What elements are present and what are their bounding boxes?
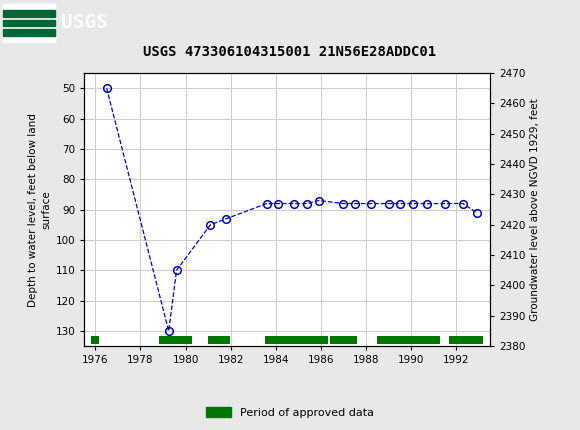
Bar <box>208 336 230 344</box>
Text: USGS 473306104315001 21N56E28ADDC01: USGS 473306104315001 21N56E28ADDC01 <box>143 45 437 59</box>
Y-axis label: Depth to water level, feet below land
surface: Depth to water level, feet below land su… <box>28 113 51 307</box>
Legend: Period of approved data: Period of approved data <box>202 403 378 422</box>
Bar <box>264 336 328 344</box>
Y-axis label: Groundwater level above NGVD 1929, feet: Groundwater level above NGVD 1929, feet <box>530 98 539 321</box>
Bar <box>378 336 440 344</box>
Text: USGS: USGS <box>61 13 108 32</box>
Bar <box>3 10 55 17</box>
Bar <box>158 336 193 344</box>
Bar <box>3 19 55 26</box>
Bar <box>330 336 357 344</box>
Bar <box>3 29 55 36</box>
Bar <box>3 3 55 42</box>
Bar <box>450 336 483 344</box>
Bar <box>91 336 99 344</box>
